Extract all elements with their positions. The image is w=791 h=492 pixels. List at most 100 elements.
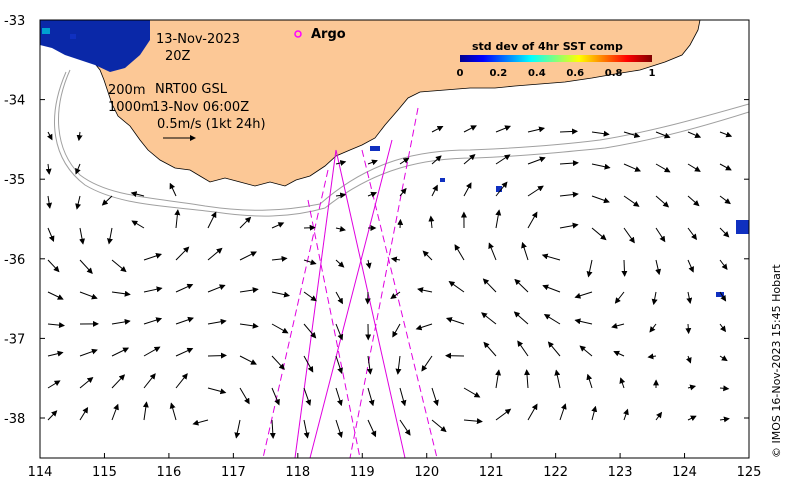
current-vector-arrow — [614, 291, 625, 304]
current-vector-arrow — [303, 259, 317, 266]
sst-stddev-speck — [496, 186, 502, 192]
current-vector-arrow — [495, 209, 502, 229]
current-vector-arrow — [463, 387, 481, 398]
current-vector-arrow — [46, 131, 53, 141]
track-dash-a — [262, 169, 329, 458]
current-vector-arrow — [524, 369, 531, 389]
current-vector-arrow — [448, 281, 465, 293]
current-vector-arrow — [623, 163, 642, 172]
x-tick-label: 124 — [672, 465, 697, 480]
current-vector-arrow — [111, 347, 130, 357]
track-line-a — [294, 149, 337, 458]
current-vector-arrow — [586, 373, 593, 389]
current-vector-arrow — [527, 156, 546, 165]
current-vector-arrow — [488, 242, 497, 261]
x-tick-label: 121 — [479, 465, 504, 480]
current-vector-arrow — [111, 290, 131, 297]
current-vector-arrow — [47, 380, 61, 389]
current-vector-arrow — [623, 131, 641, 139]
product-label: NRT00 GSL — [155, 82, 228, 97]
current-vector-arrow — [46, 195, 53, 209]
depth-200-label: 200m — [108, 83, 145, 98]
current-vector-arrow — [142, 401, 149, 421]
current-vector-arrow — [655, 131, 671, 139]
current-vector-arrow — [579, 345, 593, 357]
current-vector-arrow — [574, 291, 593, 299]
current-vector-arrow — [431, 125, 444, 133]
current-vector-arrow — [527, 211, 538, 229]
time-label: 20Z — [165, 49, 191, 64]
track-line-c — [309, 139, 393, 458]
current-vector-arrow — [521, 241, 529, 261]
sst-stddev-patch-nw — [40, 20, 150, 72]
current-vector-arrow — [495, 181, 508, 197]
current-vector-arrow — [495, 369, 502, 389]
current-vector-arrow — [111, 259, 127, 273]
current-vector-arrow — [271, 355, 285, 370]
current-vector-arrow — [367, 191, 378, 198]
depth-1000-label: 1000m — [108, 100, 154, 115]
x-tick-label: 116 — [156, 465, 181, 480]
current-vector-arrow — [559, 128, 579, 135]
x-tick-label: 123 — [608, 465, 633, 480]
current-vector-arrow — [107, 227, 113, 245]
current-vector-arrow — [559, 160, 579, 167]
current-vector-arrow — [367, 387, 375, 407]
current-vector-arrow — [591, 405, 598, 421]
current-vector-arrow — [463, 154, 476, 165]
current-vector-arrow — [647, 353, 657, 360]
current-vector-arrow — [514, 278, 529, 293]
current-vector-arrow — [392, 323, 401, 338]
current-vector-arrow — [513, 311, 529, 325]
current-vector-arrow — [719, 291, 727, 302]
current-vector-arrow — [591, 163, 611, 170]
current-vector-arrow — [687, 227, 698, 241]
current-vector-arrow — [271, 323, 289, 334]
current-vector-arrow — [399, 157, 410, 165]
current-vector-arrow — [175, 283, 194, 293]
current-vector-arrow — [481, 312, 497, 325]
current-vector-arrow — [685, 323, 692, 335]
current-vectors — [45, 125, 733, 439]
current-vector-arrow — [463, 418, 483, 425]
current-vector-arrow — [207, 318, 227, 325]
current-vector-arrow — [111, 318, 131, 325]
current-vector-arrow — [543, 314, 561, 325]
current-vector-arrow — [390, 291, 401, 300]
sst-stddev-patch-east — [736, 220, 749, 234]
argo-marker — [294, 30, 302, 38]
colorbar-tick-label: 0.6 — [566, 68, 584, 79]
current-vector-arrow — [335, 419, 343, 439]
current-vector-arrow — [655, 259, 662, 276]
sst-stddev-speck — [370, 146, 380, 151]
current-vector-arrow — [527, 126, 546, 133]
current-vector-arrow — [47, 259, 60, 273]
current-vector-arrow — [527, 185, 544, 197]
current-vector-arrow — [365, 259, 372, 269]
current-vector-arrow — [75, 195, 82, 210]
current-vector-arrow — [335, 225, 346, 232]
current-vector-arrow — [431, 419, 447, 433]
colorbar-gradient — [460, 55, 652, 62]
current-vector-arrow — [719, 323, 727, 333]
current-vector-arrow — [517, 340, 529, 357]
colorbar-tick-label: 0.2 — [490, 68, 508, 79]
current-vector-arrow — [239, 287, 259, 294]
current-vector-arrow — [175, 347, 194, 357]
track-dash-d — [361, 149, 438, 458]
current-vector-arrow — [234, 419, 241, 439]
satellite-tracks — [262, 107, 438, 458]
current-vector-arrow — [269, 419, 276, 439]
current-vector-arrow — [239, 322, 259, 329]
current-vector-arrow — [719, 163, 732, 171]
current-vector-arrow — [591, 227, 607, 241]
x-tick-label: 125 — [737, 465, 762, 480]
current-vector-arrow — [47, 291, 64, 300]
current-vector-arrow — [76, 131, 83, 142]
current-vector-arrow — [169, 182, 177, 197]
current-vector-arrow — [239, 387, 250, 405]
current-vector-arrow — [621, 259, 628, 277]
current-vector-arrow — [454, 244, 465, 261]
x-tick-label: 122 — [543, 465, 568, 480]
